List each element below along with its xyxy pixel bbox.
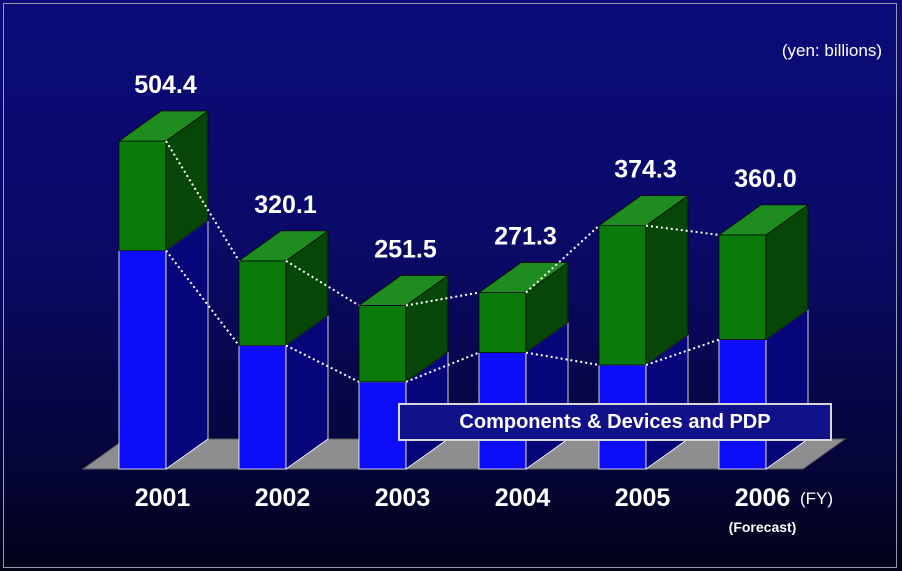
bar-top-2002 [237, 230, 330, 262]
series-callout-label: Components & Devices and PDP [459, 410, 771, 433]
bar-top-2003 [357, 275, 450, 306]
x-tick-note-2006: (Forecast) [729, 519, 797, 535]
components-trend-line-3 [525, 351, 600, 366]
unit-label: (yen: billions) [781, 41, 882, 60]
bar-segment-other-2006 [718, 234, 767, 340]
bar-top-2005 [597, 195, 690, 227]
total-label-2006: 360.0 [734, 165, 797, 193]
total-label-2005: 374.3 [614, 156, 677, 184]
total-trend-line-2 [405, 291, 480, 307]
x-tick-label-2003: 2003 [375, 484, 431, 512]
total-label-2003: 251.5 [374, 235, 437, 263]
chart-frame [3, 3, 897, 568]
x-tick-label-2001: 2001 [135, 484, 191, 512]
bar-side-components-2001 [165, 219, 209, 470]
total-trend-line-0 [165, 140, 240, 262]
bar-group-2002 [237, 230, 330, 470]
bar-group-2001 [117, 110, 210, 470]
x-tick-label-2005: 2005 [615, 484, 671, 512]
bar-top-2006 [717, 204, 810, 236]
bar-segment-components-2001 [118, 250, 167, 470]
bar-segment-other-2003 [358, 305, 407, 383]
components-trend-line-2 [405, 351, 480, 383]
x-axis-suffix: (FY) [800, 489, 833, 508]
bar-segment-components-2002 [238, 345, 287, 470]
series-callout: Components & Devices and PDP [398, 403, 832, 441]
total-label-2001: 504.4 [134, 71, 197, 99]
x-tick-label-2004: 2004 [495, 484, 551, 512]
x-tick-label-2006: 2006 [735, 484, 791, 512]
bar-segment-other-2004 [478, 292, 527, 354]
bar-top-2001 [117, 110, 210, 142]
bar-segment-other-2002 [238, 260, 287, 346]
components-trend-line-1 [285, 344, 360, 383]
total-label-2002: 320.1 [254, 191, 317, 219]
total-label-2004: 271.3 [494, 223, 557, 251]
total-trend-line-4 [645, 224, 720, 236]
total-trend-line-1 [285, 259, 360, 307]
total-trend-line-3 [525, 224, 600, 294]
x-tick-label-2002: 2002 [255, 484, 311, 512]
bar-segment-other-2001 [118, 140, 167, 251]
bar-segment-other-2005 [598, 225, 647, 366]
bar-top-2004 [477, 262, 570, 293]
